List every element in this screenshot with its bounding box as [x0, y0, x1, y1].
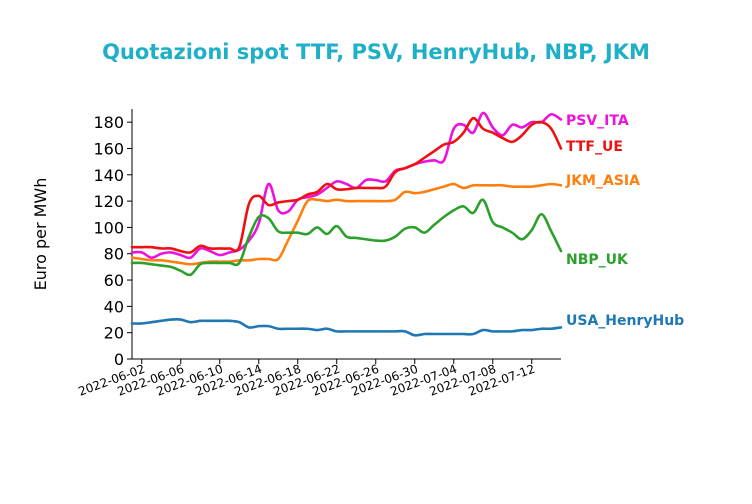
- y-tick-label: 0: [114, 350, 124, 369]
- plot-lines: [130, 111, 563, 337]
- legend-label-usa-henryhub: USA_HenryHub: [566, 313, 684, 329]
- series-line-nbp-uk: [130, 198, 563, 277]
- y-tick-label: 40: [104, 297, 124, 316]
- legend-label-psv-ita: PSV_ITA: [566, 113, 629, 129]
- y-tick-label: 180: [93, 113, 124, 132]
- series-line-ttf-ue: [130, 116, 563, 254]
- axes: 0204060801001201401601802022-06-022022-0…: [76, 109, 561, 399]
- y-axis-label: Euro per MWh: [31, 178, 50, 291]
- legend-label-ttf-ue: TTF_UE: [566, 139, 623, 155]
- chart-title: Quotazioni spot TTF, PSV, HenryHub, NBP,…: [102, 40, 650, 64]
- series-line-usa-henryhub: [130, 317, 563, 337]
- y-tick-label: 160: [93, 139, 124, 158]
- legend-label-nbp-uk: NBP_UK: [566, 252, 629, 268]
- y-tick-label: 20: [104, 324, 124, 343]
- legend-label-jkm-asia: JKM_ASIA: [565, 173, 640, 189]
- y-tick-label: 60: [104, 271, 124, 290]
- y-tick-label: 140: [93, 166, 124, 185]
- y-tick-label: 80: [104, 245, 124, 264]
- y-tick-label: 120: [93, 192, 124, 211]
- series-line-psv-ita: [130, 111, 563, 260]
- y-tick-label: 100: [93, 218, 124, 237]
- legend: PSV_ITA TTF_UE JKM_ASIA NBP_UK USA_HenryHub: [565, 113, 684, 329]
